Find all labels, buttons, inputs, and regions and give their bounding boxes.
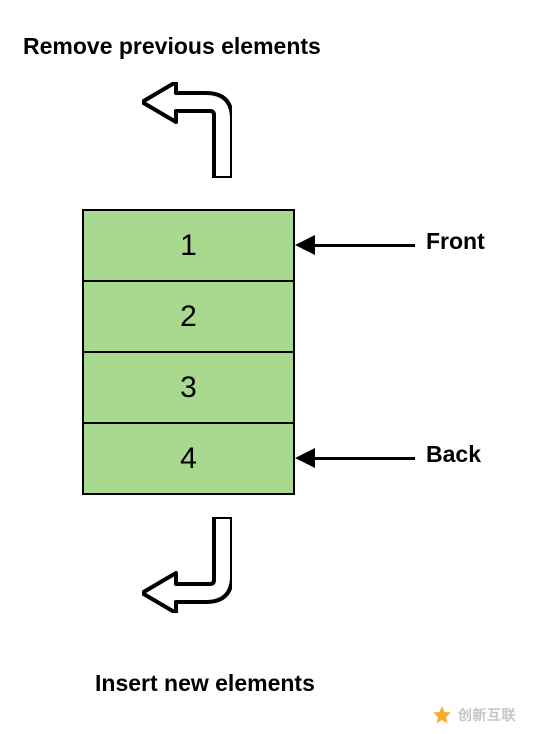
- front-label: Front: [426, 228, 485, 255]
- queue-cell: 4: [82, 422, 295, 495]
- watermark: 创新互联: [432, 705, 516, 725]
- arrow-head-icon: [295, 448, 315, 468]
- back-label: Back: [426, 441, 481, 468]
- arrow-head-icon: [295, 235, 315, 255]
- arrow-shaft: [315, 457, 415, 460]
- watermark-text: 创新互联: [458, 705, 516, 725]
- heading-insert: Insert new elements: [95, 670, 315, 697]
- remove-arrow-icon: [142, 82, 232, 183]
- arrow-shaft: [315, 244, 415, 247]
- watermark-logo-icon: [432, 705, 452, 725]
- queue-stack: 1234: [82, 209, 295, 495]
- diagram-canvas: Remove previous elements 1234 Front Back…: [0, 0, 542, 734]
- heading-remove: Remove previous elements: [23, 33, 321, 60]
- queue-cell: 3: [82, 351, 295, 424]
- queue-cell: 2: [82, 280, 295, 353]
- insert-arrow-icon: [142, 517, 232, 618]
- queue-cell: 1: [82, 209, 295, 282]
